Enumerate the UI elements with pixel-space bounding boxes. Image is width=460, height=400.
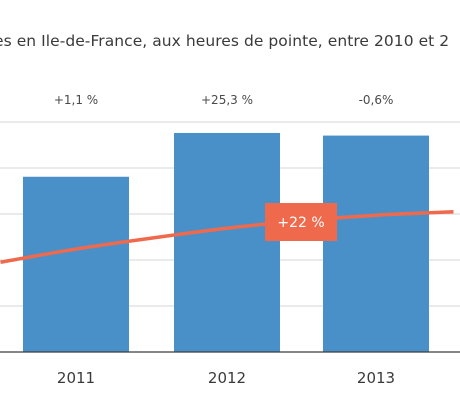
x-tick-label-2013: 2013 xyxy=(357,369,395,387)
change-label-2011: +1,1 % xyxy=(54,93,98,107)
trend-line xyxy=(0,210,454,264)
bar-2012 xyxy=(174,132,280,352)
trend-badge xyxy=(265,203,337,241)
x-tick-label-2012: 2012 xyxy=(208,369,246,387)
chart-title: es en Ile-de-France, aux heures de point… xyxy=(0,32,450,50)
bar-2011 xyxy=(23,176,129,352)
trend-badge-label: +22 % xyxy=(277,215,324,231)
x-tick-label-2011: 2011 xyxy=(57,369,95,387)
change-label-2012: +25,3 % xyxy=(201,93,253,107)
change-label-2013: -0,6% xyxy=(359,93,394,107)
bar-2013 xyxy=(323,135,429,352)
